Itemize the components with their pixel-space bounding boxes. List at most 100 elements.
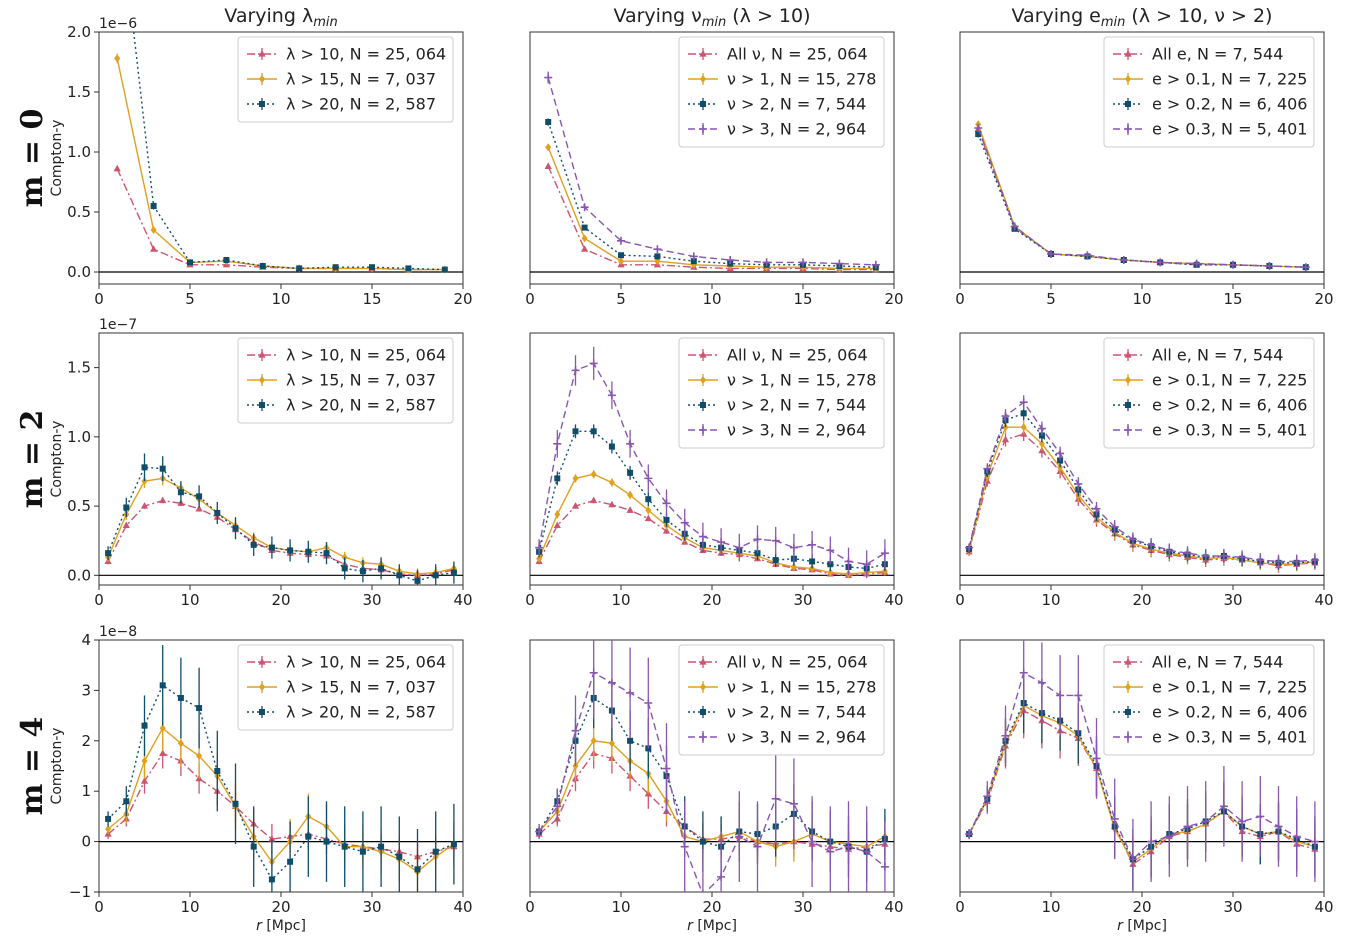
data-point — [735, 543, 744, 552]
legend-entry-0: All ν, N = 25, 064 — [688, 346, 868, 365]
legend: λ > 10, N = 25, 064 λ > 15, N = 7, 037 λ >… — [237, 337, 454, 424]
data-point — [571, 366, 580, 375]
data-point — [1119, 256, 1128, 264]
data-point — [296, 265, 303, 272]
y-tick-label: −1 — [69, 883, 91, 901]
legend-marker — [1125, 709, 1131, 715]
x-tick-label: 0 — [525, 591, 535, 609]
data-point — [653, 245, 662, 254]
series-line — [538, 473, 885, 575]
data-point — [535, 827, 544, 836]
data-point — [590, 496, 598, 504]
legend-entry-1: λ > 15, N = 7, 037 — [247, 70, 436, 89]
data-point — [1110, 522, 1119, 531]
data-point — [862, 560, 871, 569]
legend-label: e > 0.1, N = 7, 225 — [1152, 678, 1307, 697]
data-point — [753, 842, 762, 851]
data-point — [590, 428, 597, 435]
y-tick-label: 2.0 — [67, 23, 91, 41]
legend-entry-2: ν > 2, N = 7, 544 — [688, 703, 866, 722]
legend-label: λ > 10, N = 25, 064 — [286, 346, 446, 365]
x-tick-label: 30 — [1223, 591, 1242, 609]
legend-entry-3: e > 0.3, N = 5, 401 — [1113, 120, 1307, 139]
series-line — [107, 499, 455, 577]
data-point — [617, 236, 625, 245]
data-point — [1292, 832, 1301, 841]
data-point — [159, 724, 166, 733]
data-point — [618, 257, 624, 266]
legend-box — [237, 644, 454, 731]
legend-marker — [700, 709, 706, 715]
data-layer — [535, 640, 889, 892]
x-tick-label: 5 — [616, 290, 626, 308]
data-point — [432, 572, 439, 579]
x-tick-label: 40 — [453, 898, 472, 916]
data-point — [214, 510, 221, 516]
series-line — [977, 133, 1306, 268]
x-tick-label: 10 — [702, 290, 721, 308]
data-point — [159, 749, 167, 756]
series-3 — [544, 71, 880, 269]
data-point — [1128, 535, 1137, 544]
legend-label: All ν, N = 25, 064 — [727, 653, 868, 672]
series-0 — [104, 496, 458, 579]
series-line — [538, 752, 885, 850]
data-point — [1301, 263, 1310, 272]
x-tick-label: 30 — [793, 591, 812, 609]
data-point — [1192, 259, 1201, 268]
data-point — [645, 496, 652, 503]
axis-multiplier: 1e−8 — [99, 624, 137, 640]
data-point — [771, 536, 780, 545]
data-layer — [535, 346, 889, 579]
data-point — [1274, 822, 1283, 831]
data-point — [1219, 802, 1228, 811]
data-point — [1019, 398, 1028, 407]
series-line — [538, 430, 886, 570]
legend-entry-1: e > 0.1, N = 7, 225 — [1113, 70, 1307, 89]
data-point — [268, 544, 275, 551]
data-point — [177, 739, 184, 748]
data-point — [662, 499, 671, 508]
data-point — [880, 549, 889, 558]
data-point — [827, 568, 834, 577]
x-tick-label: 20 — [884, 290, 903, 308]
legend-entry-1: ν > 1, N = 15, 278 — [688, 371, 876, 390]
data-point — [1183, 549, 1192, 558]
data-point — [645, 506, 652, 515]
data-point — [965, 543, 974, 552]
data-point — [323, 550, 330, 557]
data-point — [195, 504, 203, 512]
data-point — [699, 838, 706, 845]
x-tick-label: 10 — [611, 591, 630, 609]
data-point — [680, 842, 689, 851]
data-point — [535, 543, 544, 552]
legend-label: λ > 15, N = 7, 037 — [286, 70, 436, 89]
y-tick-label: 1 — [81, 782, 91, 800]
legend-box — [678, 644, 885, 756]
legend-entry-0: All e, N = 7, 544 — [1113, 45, 1283, 64]
panel-r0-c1: 0 5 10 15 20 All ν, N = 25, 064 ν > 1, N = 15,… — [525, 31, 904, 308]
series-line — [968, 426, 1316, 565]
x-tick-label: 0 — [955, 898, 965, 916]
legend-box — [1103, 36, 1315, 148]
legend-box — [678, 36, 885, 148]
legend-marker — [699, 50, 707, 57]
data-point — [140, 502, 149, 509]
y-tick-label: 4 — [81, 631, 91, 649]
data-point — [259, 263, 266, 269]
series-line — [107, 684, 455, 881]
legend-entry-2: λ > 20, N = 2, 587 — [247, 95, 436, 114]
x-tick-label: 40 — [453, 591, 472, 609]
data-point — [1274, 557, 1283, 566]
data-point — [626, 506, 634, 513]
row-label-0: m = 0 — [15, 109, 50, 208]
data-point — [1056, 691, 1065, 700]
y-tick-label: 0.5 — [67, 203, 91, 221]
legend-label: ν > 1, N = 15, 278 — [727, 371, 876, 390]
data-point — [1147, 837, 1156, 846]
x-tick-label: 15 — [793, 290, 812, 308]
series-line — [107, 466, 455, 582]
data-point — [590, 470, 597, 479]
legend-marker — [258, 50, 266, 57]
legend: All ν, N = 25, 064 ν > 1, N = 15, 278 ν > … — [678, 337, 885, 449]
